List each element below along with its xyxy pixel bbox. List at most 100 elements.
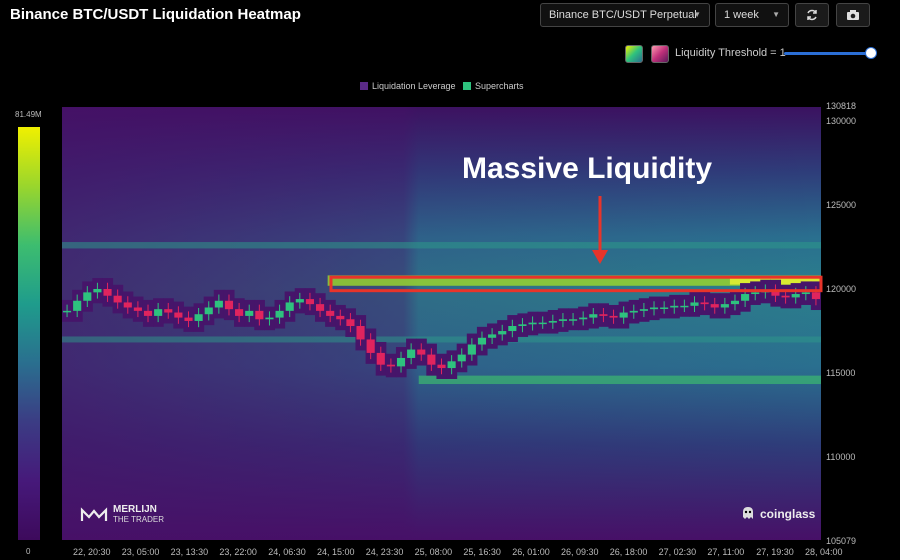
range-select[interactable]: 1 week ▼ bbox=[715, 3, 789, 27]
candle bbox=[336, 315, 345, 320]
x-tick-label: 27, 11:00 bbox=[707, 547, 745, 557]
colorbar-min-label: 0 bbox=[26, 547, 31, 556]
candle bbox=[396, 357, 406, 367]
candle bbox=[214, 300, 223, 308]
candle bbox=[781, 295, 790, 298]
candle bbox=[316, 304, 325, 311]
legend-item-liquidation-leverage[interactable]: Liquidation Leverage bbox=[360, 81, 456, 91]
candle bbox=[184, 317, 193, 321]
candle bbox=[275, 310, 284, 318]
candle bbox=[174, 312, 183, 318]
candle bbox=[730, 300, 740, 305]
x-tick-label: 23, 13:30 bbox=[170, 547, 209, 557]
candle bbox=[538, 322, 547, 325]
x-tick-label: 25, 08:00 bbox=[414, 547, 453, 557]
candle bbox=[589, 314, 598, 318]
candle bbox=[63, 310, 72, 313]
candle bbox=[660, 307, 669, 309]
candle bbox=[720, 304, 729, 308]
pink-palette-button[interactable] bbox=[651, 45, 669, 63]
page-title: Binance BTC/USDT Liquidation Heatmap bbox=[10, 6, 301, 23]
heatmap-svg bbox=[62, 107, 821, 540]
candle bbox=[690, 302, 699, 306]
merlijn-logo-icon bbox=[80, 506, 108, 521]
legend-item-supercharts[interactable]: Supercharts bbox=[463, 81, 524, 91]
candle bbox=[579, 317, 588, 320]
candle bbox=[326, 310, 335, 316]
candle bbox=[791, 294, 800, 298]
threshold-slider[interactable] bbox=[784, 52, 872, 55]
candle bbox=[741, 294, 750, 301]
y-tick-label: 115000 bbox=[826, 368, 856, 379]
annotation-label: Massive Liquidity bbox=[462, 152, 713, 185]
colorbar bbox=[18, 127, 40, 540]
candle bbox=[113, 295, 122, 303]
candle bbox=[457, 354, 466, 362]
merlijn-line2: THE TRADER bbox=[113, 515, 164, 524]
pair-select[interactable]: Binance BTC/USDT Perpetual ▼ bbox=[540, 3, 710, 27]
y-tick-label: 120000 bbox=[826, 283, 857, 294]
candle bbox=[143, 310, 153, 316]
x-tick-label: 26, 09:30 bbox=[561, 547, 599, 557]
candle bbox=[235, 309, 244, 316]
candle bbox=[518, 324, 527, 326]
candle bbox=[224, 300, 234, 310]
liquidity-band-3 bbox=[62, 336, 821, 343]
candle bbox=[386, 364, 395, 367]
candle bbox=[447, 361, 456, 369]
x-tick-label: 24, 06:30 bbox=[268, 547, 306, 557]
candle bbox=[255, 310, 264, 320]
chevron-down-icon: ▼ bbox=[772, 10, 780, 19]
candle bbox=[488, 334, 497, 338]
green-palette-button[interactable] bbox=[625, 45, 643, 63]
x-tick-label: 27, 02:30 bbox=[658, 547, 697, 557]
heatmap-plot[interactable] bbox=[62, 107, 821, 540]
merlijn-watermark: MERLIJN THE TRADER bbox=[80, 505, 164, 524]
candle bbox=[83, 292, 92, 301]
screenshot-button[interactable] bbox=[836, 3, 870, 27]
candle bbox=[245, 310, 254, 316]
candle bbox=[437, 364, 446, 369]
candle bbox=[305, 299, 314, 305]
x-tick-label: 23, 05:00 bbox=[121, 547, 160, 557]
candle bbox=[609, 315, 618, 318]
candle bbox=[477, 337, 487, 345]
x-tick-label: 25, 16:30 bbox=[463, 547, 501, 557]
y-tick-label: 130818 bbox=[826, 101, 857, 111]
candle bbox=[811, 292, 820, 300]
candle bbox=[103, 288, 112, 296]
refresh-icon bbox=[807, 9, 817, 21]
candle bbox=[356, 325, 365, 340]
coinglass-logo-icon bbox=[743, 507, 753, 519]
chevron-down-icon: ▼ bbox=[693, 10, 701, 19]
candle bbox=[204, 307, 213, 315]
x-tick-label: 26, 01:00 bbox=[512, 547, 550, 557]
x-tick-label: 23, 22:00 bbox=[219, 547, 257, 557]
pair-select-value: Binance BTC/USDT Perpetual bbox=[549, 9, 697, 21]
x-tick-label: 22, 20:30 bbox=[73, 547, 111, 557]
candle bbox=[508, 325, 517, 332]
candle bbox=[680, 305, 689, 308]
candle bbox=[528, 322, 537, 325]
candle bbox=[295, 299, 304, 303]
candle bbox=[376, 352, 385, 365]
x-tick-label: 24, 23:30 bbox=[365, 547, 404, 557]
threshold-label: Liquidity Threshold = 1 bbox=[675, 47, 786, 59]
threshold-slider-handle[interactable] bbox=[865, 47, 877, 59]
merlijn-line1: MERLIJN bbox=[113, 504, 157, 515]
legend-swatch bbox=[463, 82, 471, 90]
candle bbox=[548, 320, 557, 323]
candle bbox=[629, 310, 638, 313]
x-tick-label: 28, 04:00 bbox=[805, 547, 843, 557]
refresh-button[interactable] bbox=[795, 3, 829, 27]
coinglass-watermark: coinglass bbox=[740, 506, 815, 522]
legend-label: Supercharts bbox=[475, 81, 524, 91]
candle bbox=[771, 290, 780, 296]
candle bbox=[649, 307, 659, 310]
y-tick-label: 130000 bbox=[826, 115, 857, 126]
candle bbox=[761, 290, 770, 293]
candle bbox=[133, 307, 142, 311]
candle bbox=[285, 302, 294, 311]
candle bbox=[599, 314, 608, 316]
colorbar-max-label: 81.49M bbox=[15, 110, 42, 119]
